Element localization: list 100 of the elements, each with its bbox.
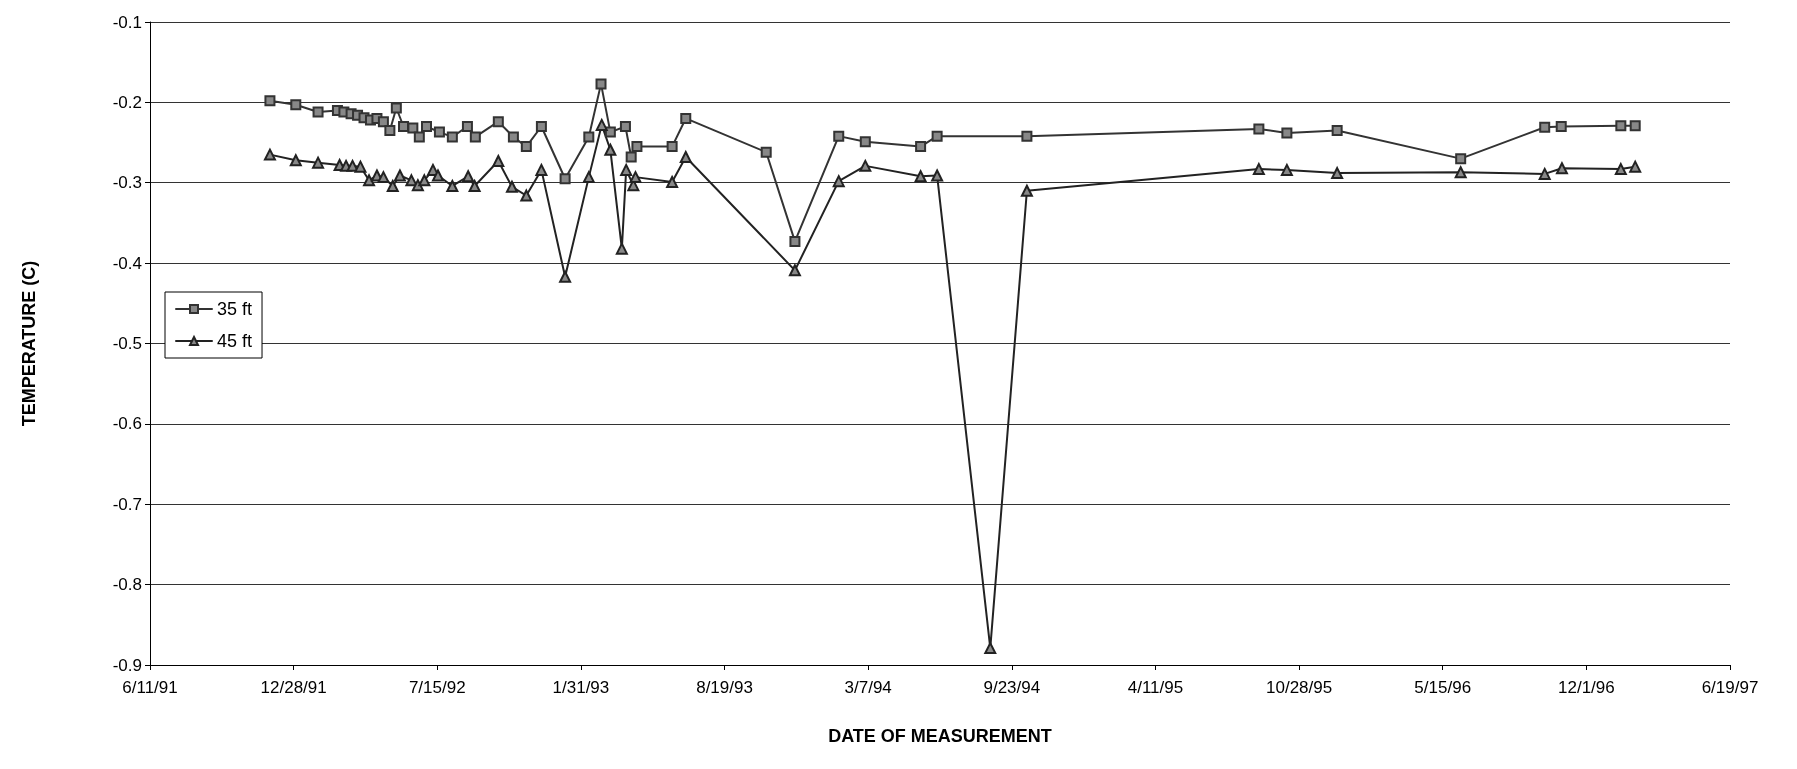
x-tick-label: 7/15/92: [408, 678, 466, 697]
point: [263, 148, 276, 161]
point: [411, 179, 424, 192]
point: [859, 159, 872, 172]
y-tick-label: -0.3: [112, 173, 142, 193]
point: [619, 120, 631, 132]
point: [363, 174, 376, 187]
point: [604, 143, 617, 156]
point: [354, 160, 367, 173]
x-tick-label: 5/15/96: [1414, 678, 1472, 697]
point: [915, 141, 927, 153]
point: [393, 169, 406, 182]
point: [629, 171, 642, 184]
point: [984, 642, 997, 655]
point: [421, 120, 432, 132]
point: [407, 122, 419, 134]
point: [1615, 120, 1627, 132]
point: [418, 174, 431, 187]
x-tick-label: 6/11/91: [122, 678, 178, 697]
x-tick-label: 8/19/93: [696, 678, 753, 697]
point: [1020, 184, 1033, 197]
point: [384, 125, 396, 137]
point: [1455, 153, 1467, 165]
point: [535, 120, 547, 132]
point: [1629, 160, 1642, 173]
point: [1555, 162, 1568, 175]
point: [492, 116, 504, 128]
point: [469, 131, 481, 143]
y-tick-label: -0.6: [112, 414, 142, 434]
point: [520, 189, 533, 202]
point: [631, 141, 643, 153]
y-tick-label: -0.2: [112, 92, 142, 112]
point: [931, 169, 944, 182]
x-tick-label: 3/7/94: [844, 678, 892, 697]
point: [1539, 121, 1551, 133]
point: [833, 130, 845, 142]
point: [914, 170, 927, 183]
point: [620, 163, 633, 176]
point: [1454, 166, 1467, 179]
point: [413, 131, 425, 143]
point: [290, 99, 302, 111]
point: [520, 141, 532, 153]
x-tick-label: 4/11/95: [1127, 678, 1184, 697]
point: [461, 120, 473, 132]
point: [559, 270, 572, 283]
point: [666, 175, 679, 188]
y-axis-title: TEMPERATURE (C): [19, 260, 39, 427]
point: [615, 242, 628, 255]
y-tick-label: -0.8: [112, 575, 142, 595]
point: [289, 154, 302, 167]
y-tick-label: -0.7: [112, 494, 142, 514]
point: [377, 116, 389, 128]
x-tick-label: 1/31/93: [552, 678, 610, 697]
point: [832, 175, 845, 188]
point: [1629, 120, 1641, 132]
point: [446, 131, 458, 143]
point: [264, 95, 276, 107]
legend-label: 45 ft: [217, 331, 253, 351]
point: [789, 235, 801, 247]
x-tick-label: 10/28/95: [1266, 678, 1333, 697]
point: [386, 179, 399, 192]
point: [431, 169, 444, 182]
x-axis-title: DATE OF MEASUREMENT: [828, 726, 1052, 746]
point: [625, 151, 637, 163]
point: [312, 156, 325, 169]
point: [931, 130, 943, 142]
point: [1555, 120, 1567, 132]
point: [1021, 130, 1033, 142]
point: [760, 146, 772, 158]
point: [1281, 127, 1293, 139]
point: [446, 179, 459, 192]
point: [377, 171, 390, 184]
point: [788, 264, 801, 277]
y-tick-label: -0.1: [112, 12, 142, 32]
legend-label: 35 ft: [217, 299, 253, 319]
point: [468, 179, 481, 192]
point: [1280, 163, 1293, 176]
x-tick-label: 12/28/91: [260, 678, 327, 697]
x-tick-label: 9/23/94: [983, 678, 1041, 697]
point: [559, 173, 571, 185]
point: [595, 78, 607, 90]
y-tick-label: -0.4: [112, 253, 142, 273]
point: [505, 180, 518, 193]
point: [859, 136, 871, 148]
y-tick-label: -0.9: [112, 655, 142, 675]
point: [390, 102, 402, 114]
point: [433, 126, 445, 138]
point: [507, 131, 519, 143]
point: [583, 131, 595, 143]
x-tick-label: 12/1/96: [1558, 678, 1615, 697]
point: [1253, 123, 1265, 135]
point: [1331, 125, 1343, 137]
point: [312, 106, 324, 118]
y-tick-label: -0.5: [112, 334, 142, 353]
point: [595, 118, 608, 131]
point: [680, 112, 692, 124]
point: [666, 141, 678, 153]
point: [582, 171, 595, 184]
point: [462, 170, 475, 183]
point: [535, 163, 548, 176]
